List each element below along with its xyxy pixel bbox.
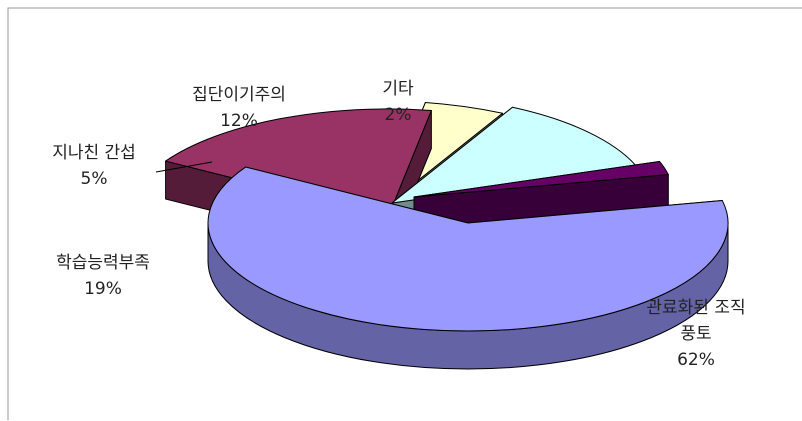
slice-top-face — [391, 106, 639, 204]
slice-label-2: 학습능력부족 19% — [56, 253, 150, 299]
slice-top-face — [207, 166, 729, 332]
leader-line — [155, 161, 213, 173]
slice-label-3: 지나친 간섭 5% — [52, 143, 136, 189]
slice-label-1: 관료화된 조직 풍토 62% — [646, 298, 745, 370]
leader-lines — [155, 161, 213, 173]
pie-slice-1 — [207, 166, 729, 370]
slices-layer — [165, 102, 729, 370]
labels-layer: 관료화된 조직 풍토 62% 학습능력부족 19% 지나친 간섭 5% 집단이기주의 12% 기타… — [52, 79, 745, 370]
slice-label-5: 기타 2% — [382, 79, 414, 125]
plot-area-border — [7, 7, 802, 420]
slice-label-4: 집단이기주의 12% — [192, 85, 286, 131]
slice-top-face — [165, 108, 432, 218]
slice-top-face — [413, 160, 669, 198]
